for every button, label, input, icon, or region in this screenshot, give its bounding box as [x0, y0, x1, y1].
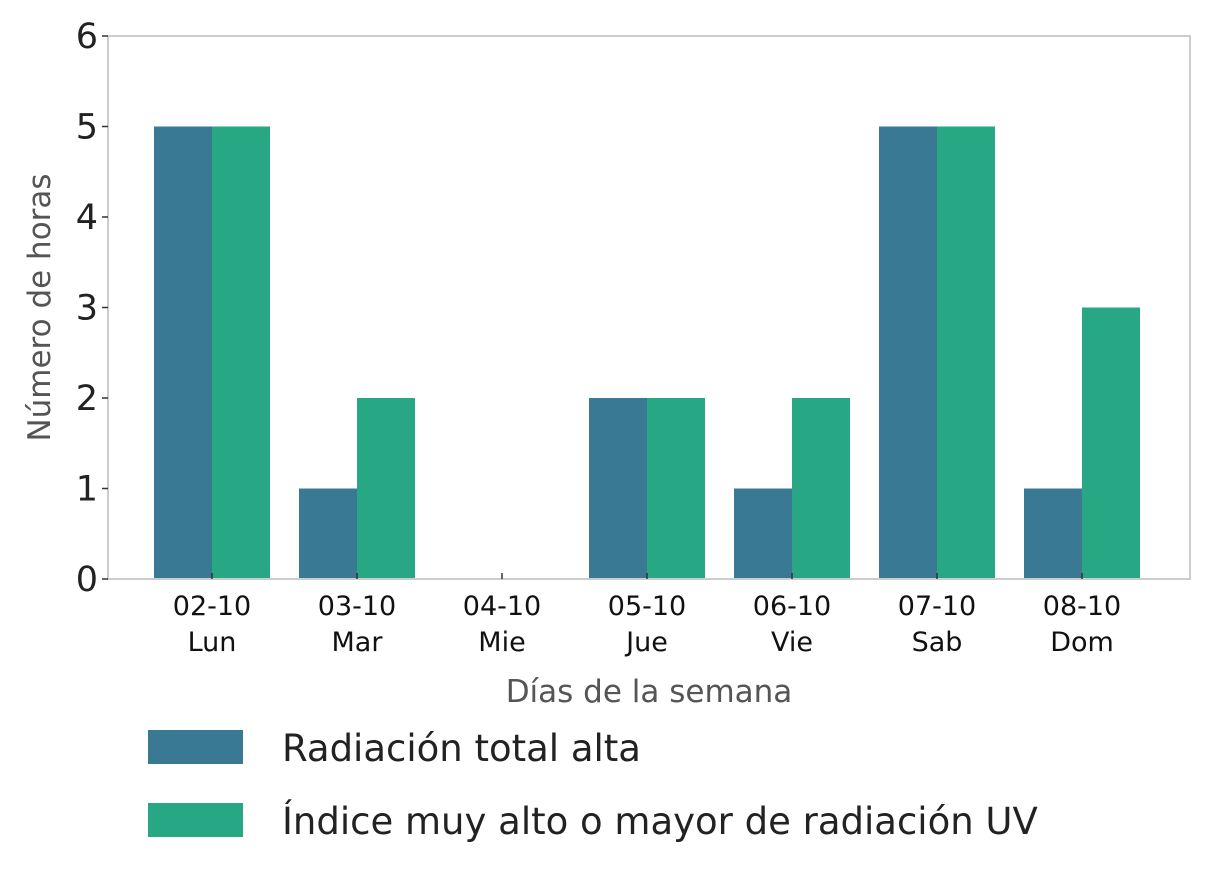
y-tick-label: 0 — [76, 560, 98, 600]
bar — [792, 398, 850, 579]
bar — [1024, 488, 1082, 579]
x-tick-label: 02-10 Lun — [173, 591, 251, 658]
bar — [1082, 307, 1140, 579]
legend-swatch — [148, 730, 243, 764]
y-tick-label: 2 — [76, 379, 98, 419]
x-axis-label: Días de la semana — [506, 674, 793, 710]
x-tick-label: 03-10 Mar — [318, 591, 396, 658]
x-tick-label: 08-10 Dom — [1043, 591, 1121, 658]
bar — [879, 126, 937, 579]
bar — [154, 126, 212, 579]
legend-swatch — [148, 803, 243, 837]
legend-label: Radiación total alta — [282, 727, 641, 770]
legend-label: Índice muy alto o mayor de radiación UV — [282, 799, 1038, 843]
x-tick-label: 07-10 Sab — [898, 591, 976, 658]
bar — [734, 488, 792, 579]
y-axis-label: Número de horas — [22, 173, 58, 441]
y-tick-label: 1 — [76, 470, 98, 510]
legend: Radiación total alta Índice muy alto o ma… — [148, 727, 1038, 843]
bar — [357, 398, 415, 579]
x-tick-label: 04-10 Mie — [463, 591, 541, 658]
y-tick-label: 4 — [76, 198, 98, 238]
y-axis: 0 1 2 3 4 5 6 — [76, 17, 108, 600]
bar — [937, 126, 995, 579]
bar — [589, 398, 647, 579]
bar — [299, 488, 357, 579]
x-tick-label: 06-10 Vie — [753, 591, 831, 658]
bars-layer — [154, 126, 1140, 579]
y-tick-label: 5 — [76, 108, 98, 148]
y-tick-label: 6 — [76, 17, 98, 57]
x-axis: 02-10 Lun 03-10 Mar 04-10 Mie 05-10 Jue 06-10 Vie… — [173, 573, 1121, 658]
x-tick-label: 05-10 Jue — [608, 591, 686, 658]
bar — [212, 126, 270, 579]
y-tick-label: 3 — [76, 289, 98, 329]
bar — [647, 398, 705, 579]
